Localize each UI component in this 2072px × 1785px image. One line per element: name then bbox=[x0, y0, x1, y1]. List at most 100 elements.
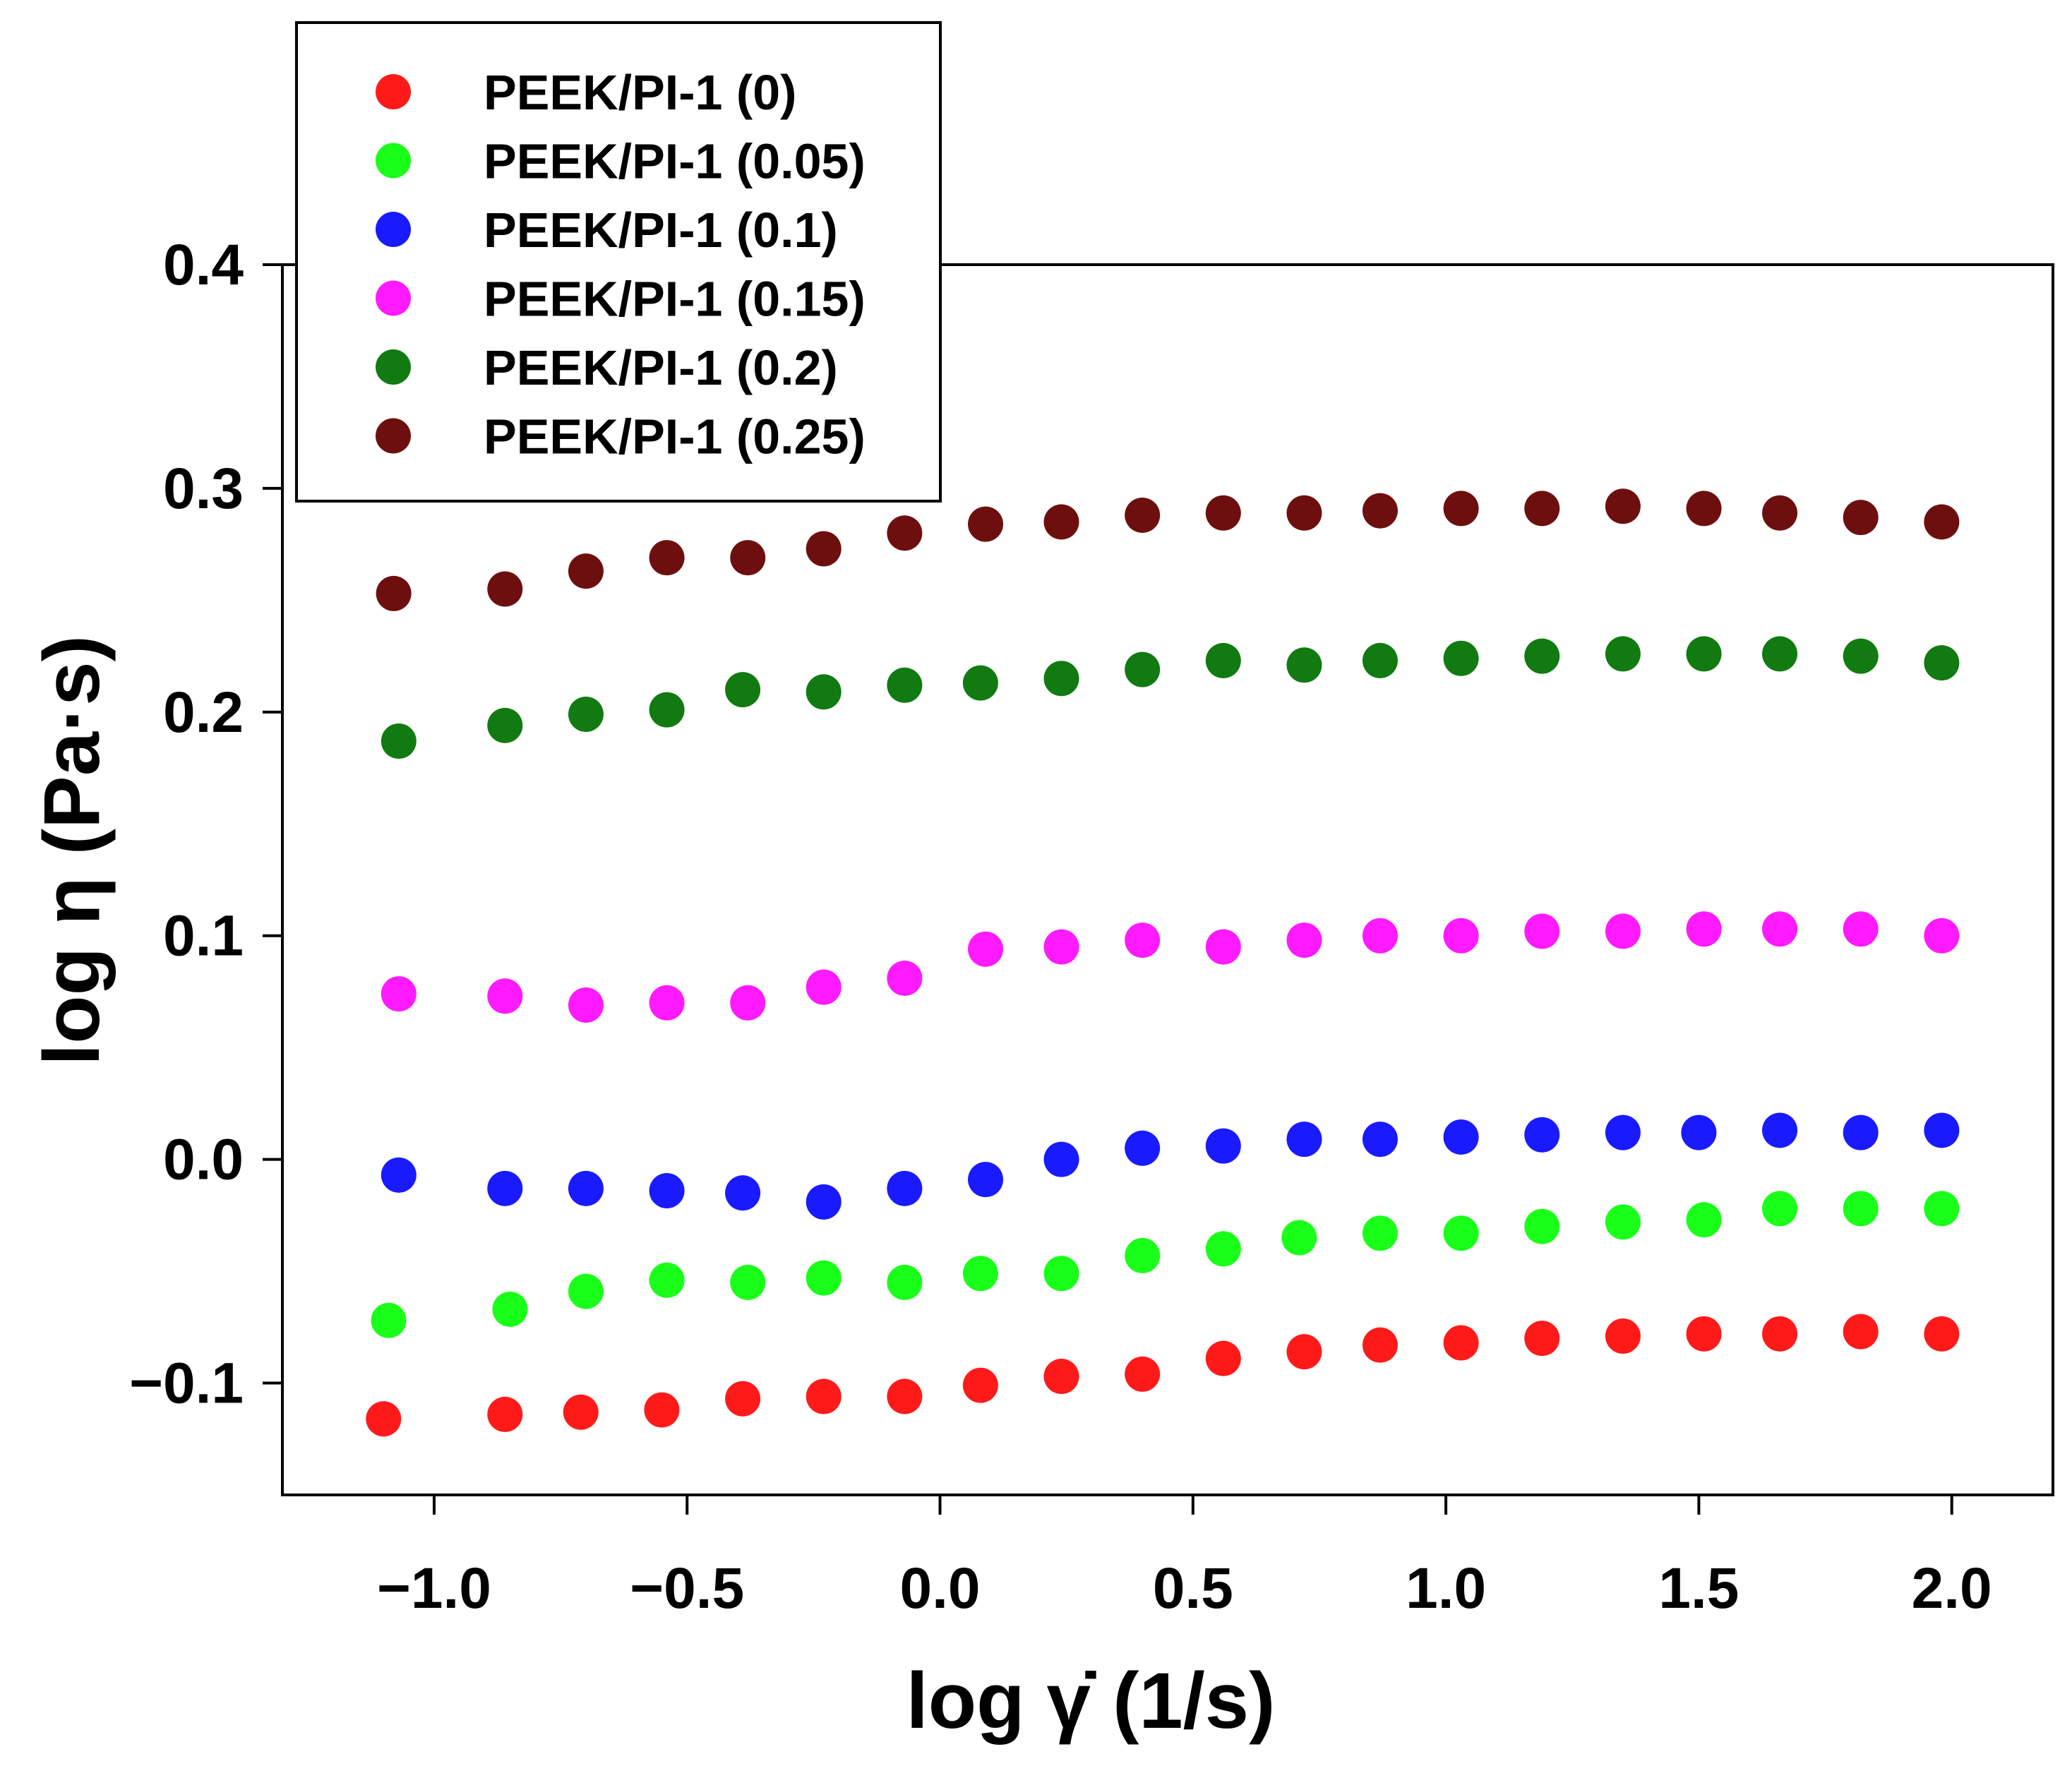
data-point bbox=[1762, 1316, 1798, 1352]
data-point bbox=[1043, 661, 1079, 697]
data-point bbox=[1524, 1208, 1560, 1244]
plot-frame bbox=[281, 263, 2054, 1496]
data-point bbox=[1843, 638, 1879, 674]
data-point bbox=[649, 1173, 685, 1209]
data-point bbox=[725, 1175, 761, 1211]
data-point bbox=[568, 553, 604, 589]
data-point bbox=[1605, 913, 1641, 949]
data-point bbox=[1125, 651, 1161, 687]
data-point bbox=[1043, 1256, 1079, 1292]
y-tick-label: −0.1 bbox=[129, 1352, 244, 1416]
data-point bbox=[887, 515, 923, 551]
data-point bbox=[1125, 1356, 1161, 1392]
data-point bbox=[1924, 918, 1960, 954]
data-point bbox=[644, 1392, 680, 1428]
data-point bbox=[649, 692, 685, 728]
series-points bbox=[381, 911, 1960, 1023]
series-points bbox=[381, 1112, 1960, 1220]
data-point bbox=[968, 931, 1004, 967]
data-point bbox=[1043, 1141, 1079, 1177]
data-point bbox=[1286, 922, 1322, 958]
data-point bbox=[806, 1378, 842, 1414]
data-point bbox=[1524, 638, 1560, 674]
data-point bbox=[1362, 493, 1398, 529]
data-point bbox=[1843, 1191, 1879, 1227]
data-point bbox=[1125, 922, 1161, 958]
data-point bbox=[487, 1396, 523, 1432]
data-point bbox=[568, 696, 604, 732]
data-point bbox=[806, 674, 842, 710]
data-point bbox=[1362, 918, 1398, 954]
data-point bbox=[1043, 929, 1079, 965]
legend-label: PEEK/PI-1 (0.1) bbox=[484, 203, 838, 258]
data-point bbox=[887, 1264, 923, 1300]
data-point bbox=[1125, 1130, 1161, 1166]
data-point bbox=[1924, 504, 1960, 540]
data-point bbox=[1762, 495, 1798, 531]
data-point bbox=[1205, 642, 1241, 678]
y-tick-label: 0.0 bbox=[163, 1128, 244, 1192]
data-point bbox=[1362, 1215, 1398, 1251]
data-point bbox=[568, 1170, 604, 1206]
data-point bbox=[1286, 1334, 1322, 1370]
data-point bbox=[968, 506, 1004, 542]
legend-label: PEEK/PI-1 (0.2) bbox=[484, 340, 838, 395]
data-point bbox=[1125, 497, 1161, 533]
data-point bbox=[366, 1401, 402, 1437]
data-point bbox=[1605, 1318, 1641, 1354]
data-point bbox=[381, 1157, 417, 1193]
data-point bbox=[1762, 911, 1798, 947]
data-point bbox=[1843, 911, 1879, 947]
data-point bbox=[1043, 1359, 1079, 1395]
series-points bbox=[376, 488, 1960, 611]
data-point bbox=[725, 1381, 761, 1417]
data-point bbox=[806, 1260, 842, 1296]
x-tick-label: 0.5 bbox=[1153, 1556, 1233, 1621]
axes: −1.0 −0.5 0.0 0.5 1.0 1.5 2.0 −0.1 0.0 0.1 0.2 0.3 0… bbox=[129, 233, 2054, 1621]
data-point bbox=[1843, 1314, 1879, 1350]
data-point bbox=[487, 707, 523, 743]
data-point bbox=[1762, 636, 1798, 672]
data-point bbox=[1924, 1191, 1960, 1227]
x-tick-label: 1.5 bbox=[1658, 1556, 1739, 1621]
data-point bbox=[1605, 1204, 1641, 1240]
data-point bbox=[1362, 1122, 1398, 1158]
data-point bbox=[1125, 1237, 1161, 1273]
data-point bbox=[1286, 1122, 1322, 1158]
data-point bbox=[1205, 929, 1241, 965]
data-point bbox=[1205, 1231, 1241, 1267]
x-axis-title: log γ̇ (1/s) bbox=[906, 1657, 1276, 1745]
data-point bbox=[1843, 1114, 1879, 1150]
data-point bbox=[730, 985, 766, 1021]
data-point bbox=[1681, 1114, 1717, 1150]
legend-marker bbox=[376, 349, 411, 385]
data-point bbox=[887, 667, 923, 703]
data-point bbox=[1281, 1220, 1317, 1256]
data-point bbox=[1686, 1316, 1722, 1352]
data-point bbox=[962, 1256, 998, 1292]
x-tick-label: 0.0 bbox=[900, 1556, 981, 1621]
data-point bbox=[1524, 1117, 1560, 1153]
data-point bbox=[1686, 1202, 1722, 1238]
data-point bbox=[487, 1170, 523, 1206]
data-point bbox=[1043, 504, 1079, 540]
data-point bbox=[1443, 491, 1479, 527]
data-point bbox=[1443, 1119, 1479, 1155]
data-point bbox=[806, 969, 842, 1005]
data-point bbox=[1205, 495, 1241, 531]
data-point bbox=[1286, 647, 1322, 683]
data-point bbox=[1443, 1325, 1479, 1361]
data-point bbox=[1362, 1327, 1398, 1363]
data-point bbox=[1362, 642, 1398, 678]
data-point bbox=[568, 987, 604, 1023]
x-tick-label: 2.0 bbox=[1912, 1556, 1992, 1621]
data-point bbox=[649, 540, 685, 576]
legend-marker bbox=[376, 143, 411, 179]
data-point bbox=[1524, 1321, 1560, 1357]
data-point bbox=[1205, 1340, 1241, 1376]
data-point bbox=[1205, 1128, 1241, 1164]
series-points bbox=[366, 1314, 1960, 1437]
legend-marker bbox=[376, 280, 411, 316]
data-point bbox=[371, 1302, 407, 1338]
legend-marker bbox=[376, 212, 411, 247]
